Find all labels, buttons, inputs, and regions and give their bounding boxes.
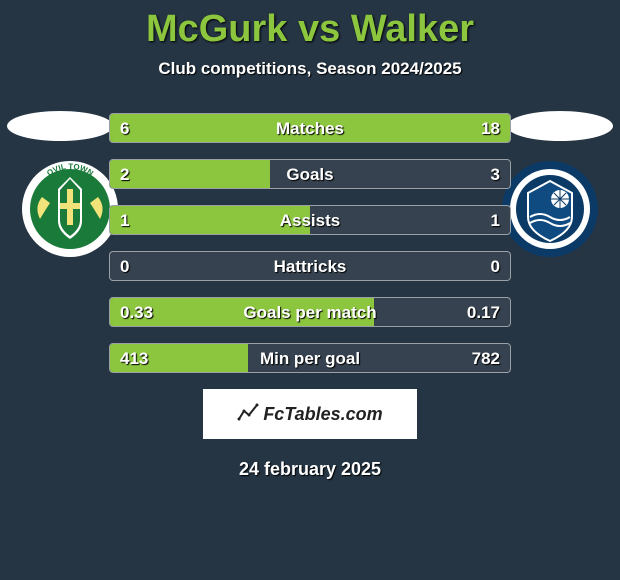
stat-label: Min per goal — [110, 344, 510, 373]
stat-row: 23Goals — [109, 159, 511, 189]
club-crest-left: OVIL TOWN — [20, 159, 120, 259]
player-avatar-left — [7, 111, 113, 141]
comparison-area: OVIL TOWN 618Matches 23Goals 11Assists 00Ha… — [0, 113, 620, 373]
branding-text: FcTables.com — [263, 404, 382, 425]
page-title: McGurk vs Walker — [0, 0, 620, 51]
stat-label: Hattricks — [110, 252, 510, 281]
stat-row: 11Assists — [109, 205, 511, 235]
chart-icon — [237, 401, 259, 428]
stat-label: Goals — [110, 160, 510, 189]
stat-label: Matches — [110, 114, 510, 143]
stat-bars: 618Matches 23Goals 11Assists 00Hattricks 0.3… — [109, 113, 511, 373]
stat-row: 00Hattricks — [109, 251, 511, 281]
subtitle: Club competitions, Season 2024/2025 — [0, 59, 620, 79]
club-crest-right — [500, 159, 600, 259]
stat-row: 618Matches — [109, 113, 511, 143]
stat-label: Goals per match — [110, 298, 510, 327]
branding-badge: FcTables.com — [203, 389, 417, 439]
player-avatar-right — [507, 111, 613, 141]
date-text: 24 february 2025 — [0, 459, 620, 480]
stat-label: Assists — [110, 206, 510, 235]
stat-row: 413782Min per goal — [109, 343, 511, 373]
stat-row: 0.330.17Goals per match — [109, 297, 511, 327]
